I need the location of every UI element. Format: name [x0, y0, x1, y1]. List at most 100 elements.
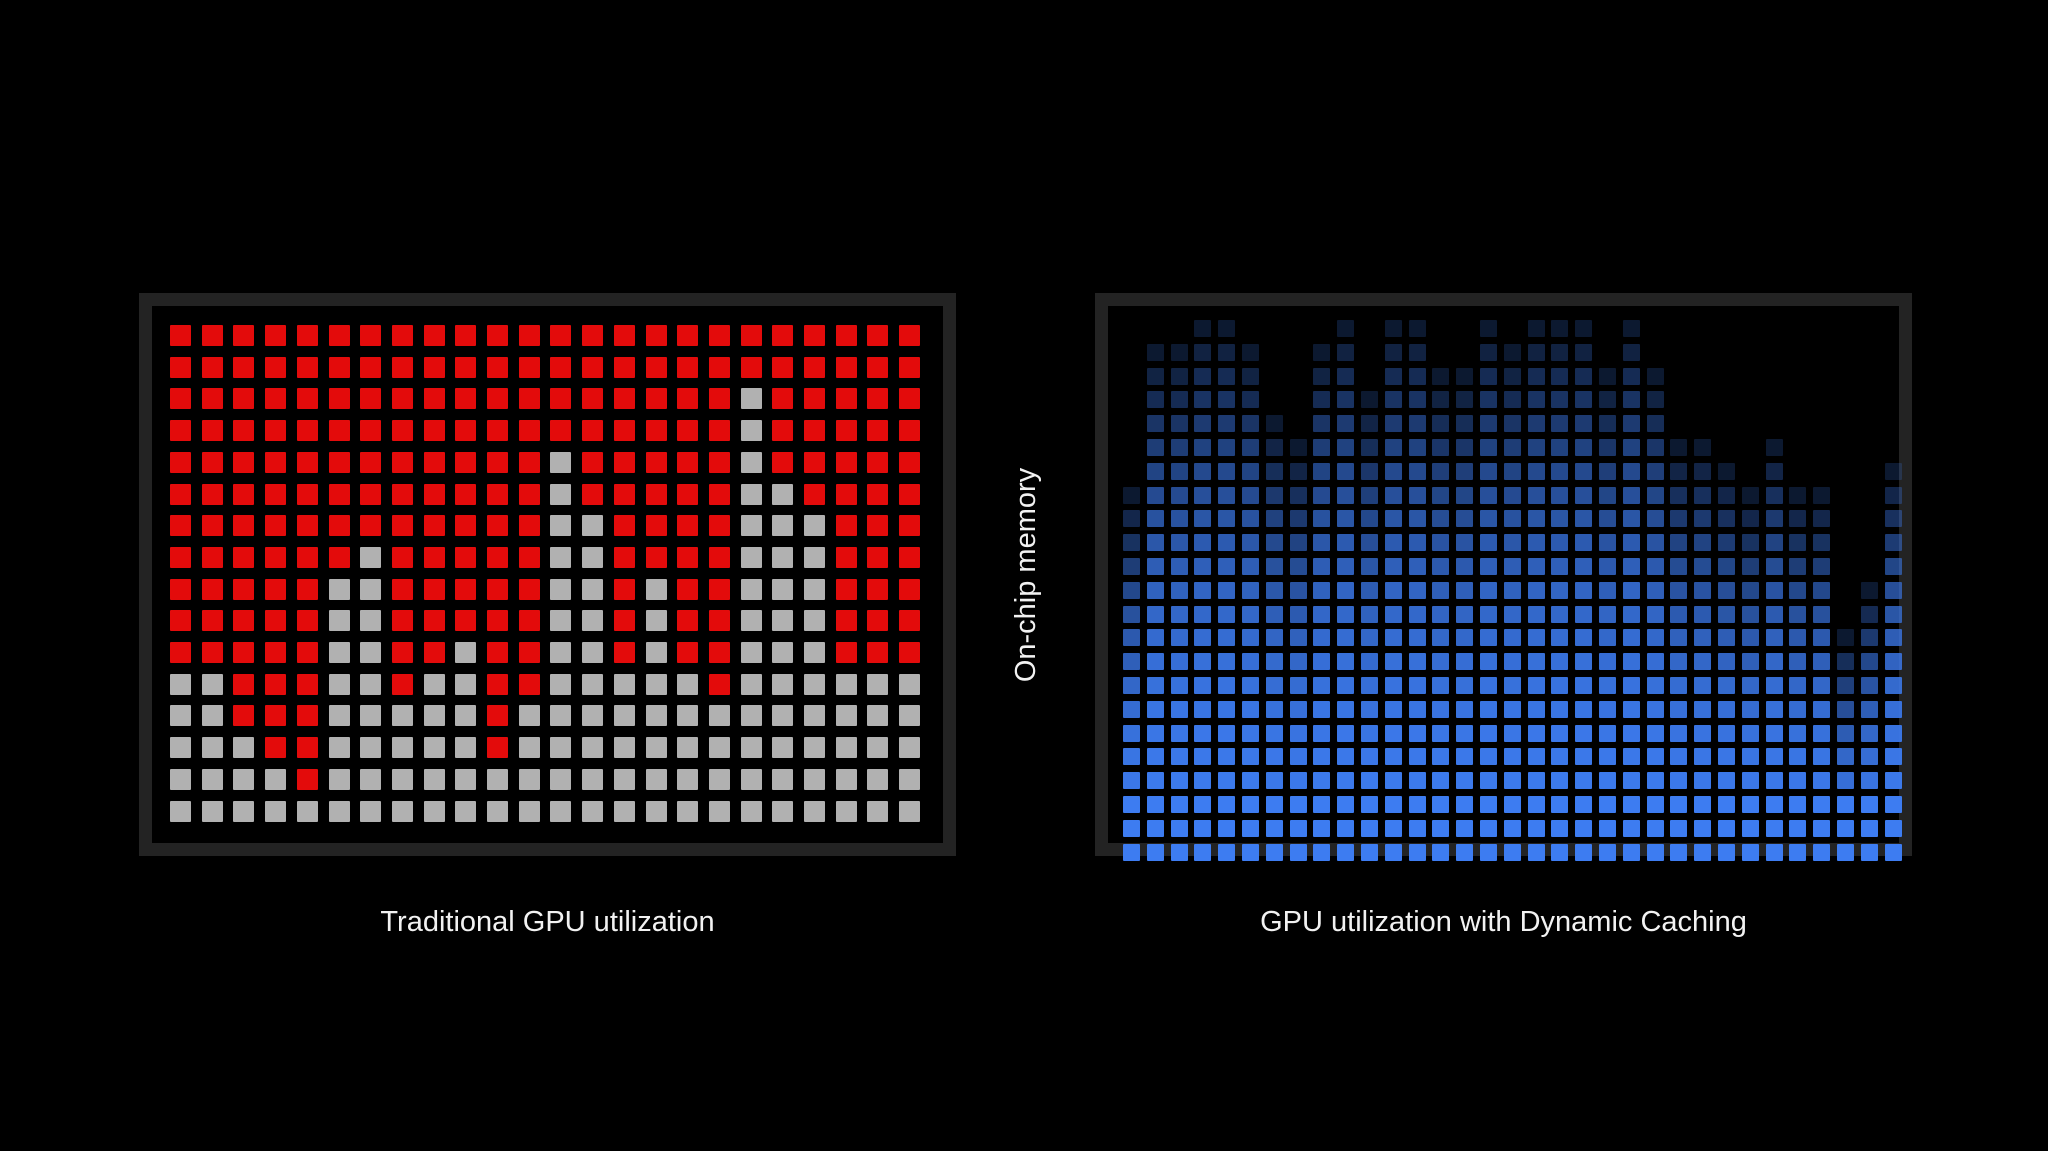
cached-memory-cell	[1813, 844, 1830, 861]
cached-memory-cell	[1670, 606, 1687, 623]
cached-memory-cell	[1575, 534, 1592, 551]
cached-memory-cell	[1194, 701, 1211, 718]
cached-memory-cell	[1218, 320, 1235, 337]
cached-memory-cell	[1551, 510, 1568, 527]
cached-memory-cell	[1528, 463, 1545, 480]
cached-memory-cell	[1528, 582, 1545, 599]
cached-memory-cell	[1718, 582, 1735, 599]
cached-memory-cell	[1647, 653, 1664, 670]
cached-memory-cell	[1290, 772, 1307, 789]
cached-memory-cell	[1599, 487, 1616, 504]
cached-memory-cell	[1670, 748, 1687, 765]
cached-memory-cell	[1504, 510, 1521, 527]
allocated-memory-cell	[550, 388, 571, 409]
cached-memory-cell	[1766, 487, 1783, 504]
cached-memory-cell	[1432, 820, 1449, 837]
cached-memory-cell	[1837, 772, 1854, 789]
cached-memory-cell	[1623, 653, 1640, 670]
cached-memory-cell	[1766, 463, 1783, 480]
allocated-memory-cell	[867, 420, 888, 441]
allocated-memory-cell	[265, 357, 286, 378]
unused-memory-cell	[233, 801, 254, 822]
allocated-memory-cell	[392, 547, 413, 568]
cached-memory-cell	[1147, 844, 1164, 861]
unused-memory-cell	[804, 769, 825, 790]
cached-memory-cell	[1432, 748, 1449, 765]
unused-memory-cell	[487, 801, 508, 822]
cached-memory-cell	[1528, 534, 1545, 551]
cached-memory-cell	[1290, 582, 1307, 599]
allocated-memory-cell	[677, 610, 698, 631]
unused-memory-cell	[582, 801, 603, 822]
cached-memory-cell	[1171, 606, 1188, 623]
cached-memory-cell	[1480, 558, 1497, 575]
allocated-memory-cell	[614, 610, 635, 631]
cached-memory-cell	[1480, 415, 1497, 432]
cached-memory-cell	[1504, 344, 1521, 361]
allocated-memory-cell	[329, 388, 350, 409]
allocated-memory-cell	[487, 388, 508, 409]
allocated-memory-cell	[360, 420, 381, 441]
unused-memory-cell	[646, 737, 667, 758]
cached-memory-cell	[1480, 748, 1497, 765]
cached-memory-cell	[1575, 677, 1592, 694]
allocated-memory-cell	[709, 452, 730, 473]
cached-memory-cell	[1647, 796, 1664, 813]
allocated-memory-cell	[329, 357, 350, 378]
cached-memory-cell	[1623, 725, 1640, 742]
cached-memory-cell	[1766, 844, 1783, 861]
cached-memory-cell	[1575, 320, 1592, 337]
cached-memory-cell	[1837, 844, 1854, 861]
unused-memory-cell	[804, 579, 825, 600]
cached-memory-cell	[1123, 558, 1140, 575]
cached-memory-cell	[1575, 844, 1592, 861]
cached-memory-cell	[1385, 510, 1402, 527]
allocated-memory-cell	[424, 547, 445, 568]
cached-memory-cell	[1766, 582, 1783, 599]
cached-memory-cell	[1670, 820, 1687, 837]
allocated-memory-cell	[487, 674, 508, 695]
cached-memory-cell	[1385, 368, 1402, 385]
cached-memory-cell	[1718, 534, 1735, 551]
cached-memory-cell	[1194, 844, 1211, 861]
cached-memory-cell	[1385, 653, 1402, 670]
unused-memory-cell	[582, 579, 603, 600]
unused-memory-cell	[804, 801, 825, 822]
cached-memory-cell	[1813, 534, 1830, 551]
allocated-memory-cell	[202, 642, 223, 663]
unused-memory-cell	[582, 737, 603, 758]
cached-memory-cell	[1885, 510, 1902, 527]
unused-memory-cell	[804, 610, 825, 631]
allocated-memory-cell	[836, 642, 857, 663]
cached-memory-cell	[1456, 510, 1473, 527]
cached-memory-cell	[1147, 368, 1164, 385]
unused-memory-cell	[519, 801, 540, 822]
cached-memory-cell	[1385, 320, 1402, 337]
allocated-memory-cell	[424, 642, 445, 663]
unused-memory-cell	[741, 579, 762, 600]
cached-memory-cell	[1147, 629, 1164, 646]
unused-memory-cell	[646, 705, 667, 726]
allocated-memory-cell	[867, 452, 888, 473]
cached-memory-cell	[1480, 439, 1497, 456]
cached-memory-cell	[1313, 344, 1330, 361]
allocated-memory-cell	[614, 515, 635, 536]
allocated-memory-cell	[487, 705, 508, 726]
cached-memory-cell	[1456, 820, 1473, 837]
cached-memory-cell	[1647, 677, 1664, 694]
cached-memory-cell	[1528, 510, 1545, 527]
cached-memory-cell	[1718, 487, 1735, 504]
allocated-memory-cell	[455, 579, 476, 600]
cached-memory-cell	[1528, 368, 1545, 385]
allocated-memory-cell	[392, 357, 413, 378]
cached-memory-cell	[1432, 701, 1449, 718]
cached-memory-cell	[1623, 820, 1640, 837]
unused-memory-cell	[297, 801, 318, 822]
cached-memory-cell	[1766, 606, 1783, 623]
cached-memory-cell	[1218, 606, 1235, 623]
cached-memory-cell	[1242, 344, 1259, 361]
cached-memory-cell	[1242, 606, 1259, 623]
cached-memory-cell	[1789, 772, 1806, 789]
cached-memory-cell	[1599, 677, 1616, 694]
cached-memory-cell	[1766, 653, 1783, 670]
